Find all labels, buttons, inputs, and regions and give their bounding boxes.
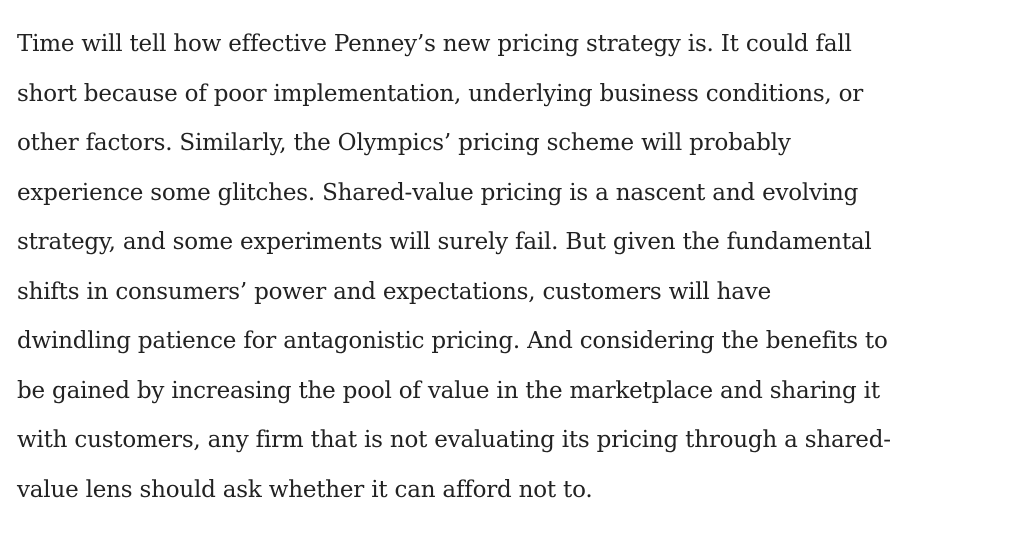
paragraph-line: Time will tell how effective Penney’s ne… [17,31,852,57]
paragraph-line: be gained by increasing the pool of valu… [17,377,880,404]
paragraph-line: strategy, and some experiments will sure… [17,229,872,255]
paragraph-line: experience some glitches. Shared-value p… [17,179,859,206]
paragraph-line: with customers, any firm that is not eva… [17,427,891,453]
paragraph-line: short because of poor implementation, un… [17,80,864,107]
article-paragraph: Time will tell how effective Penney’s ne… [17,20,1017,515]
paragraph-line: value lens should ask whether it can aff… [17,476,593,503]
paragraph-line: other factors. Similarly, the Olympics’ … [17,130,791,156]
paragraph-line: dwindling patience for antagonistic pric… [17,328,888,354]
paragraph-line: shifts in consumers’ power and expectati… [17,278,772,305]
